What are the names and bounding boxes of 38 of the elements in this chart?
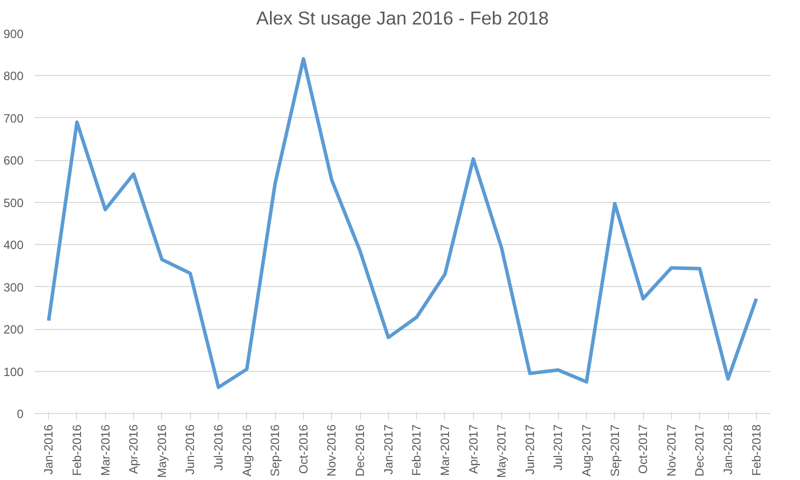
x-tick-label: Dec-2016 bbox=[353, 424, 368, 477]
y-tick-label: 400 bbox=[3, 238, 24, 252]
x-tick-label: Oct-2016 bbox=[296, 424, 310, 474]
x-tick-label: Apr-2017 bbox=[466, 424, 480, 474]
x-tick-label: Aug-2017 bbox=[580, 424, 594, 477]
x-tick-label: Jan-2017 bbox=[381, 424, 396, 475]
y-tick-label: 600 bbox=[3, 154, 24, 168]
x-tick-label: Dec-2017 bbox=[692, 424, 707, 477]
x-tick-label: May-2017 bbox=[494, 424, 509, 478]
x-tick-label: Jan-2016 bbox=[42, 424, 56, 475]
y-tick-label: 500 bbox=[3, 196, 24, 210]
x-tick-label: Jun-2017 bbox=[522, 424, 537, 475]
x-tick-label: Jan-2018 bbox=[721, 424, 736, 475]
line-series bbox=[46, 57, 758, 390]
x-tick-label: Nov-2016 bbox=[324, 424, 339, 477]
x-tick-label: Oct-2017 bbox=[636, 424, 650, 474]
y-tick-label: 0 bbox=[16, 407, 24, 421]
y-tick-label: 100 bbox=[3, 364, 24, 379]
x-tick-label: May-2016 bbox=[154, 424, 169, 478]
x-tick-label: Mar-2016 bbox=[98, 424, 112, 476]
chart-title: Alex St usage Jan 2016 - Feb 2018 bbox=[256, 8, 549, 28]
x-tick-label: Feb-2018 bbox=[749, 424, 764, 476]
y-tick-label: 200 bbox=[3, 322, 24, 337]
x-tick-label: Aug-2016 bbox=[240, 424, 254, 477]
y-tick-label: 800 bbox=[3, 69, 24, 84]
x-tick-label: Jul-2016 bbox=[212, 424, 226, 471]
x-tick-label: Feb-2017 bbox=[410, 424, 424, 476]
y-tick-label: 300 bbox=[3, 280, 24, 294]
x-tick-label: Jun-2016 bbox=[183, 424, 198, 475]
x-tick-label: Mar-2017 bbox=[438, 424, 452, 476]
x-tick-label: Apr-2016 bbox=[126, 424, 141, 474]
x-tick-label: Feb-2016 bbox=[70, 424, 84, 476]
x-tick-label: Sep-2017 bbox=[608, 424, 622, 477]
x-tick-label: Jul-2017 bbox=[551, 424, 566, 471]
x-tick-label: Nov-2017 bbox=[664, 424, 678, 477]
y-tick-label: 700 bbox=[3, 111, 24, 126]
y-tick-label: 900 bbox=[3, 27, 24, 41]
x-tick-label: Sep-2016 bbox=[268, 424, 282, 477]
